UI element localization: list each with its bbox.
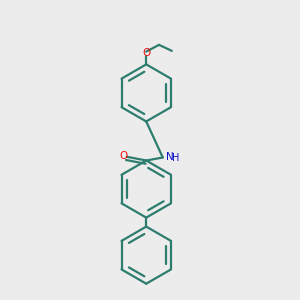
Text: H: H	[172, 153, 179, 163]
Text: N: N	[166, 152, 173, 162]
Text: O: O	[119, 151, 128, 161]
Text: O: O	[142, 48, 150, 59]
